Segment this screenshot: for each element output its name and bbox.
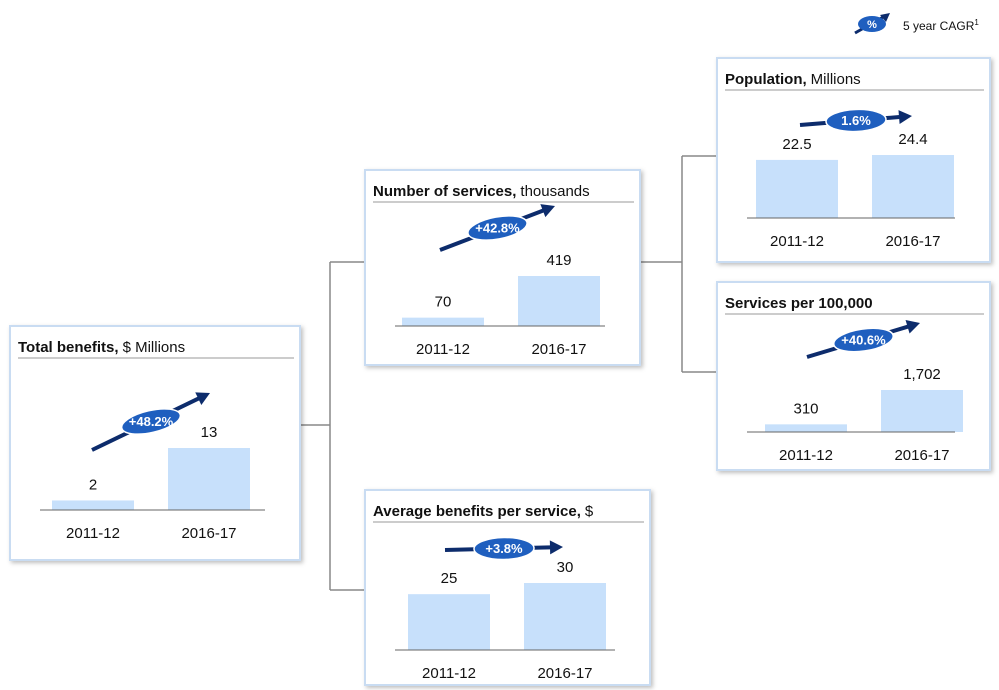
- panel: [716, 281, 991, 471]
- bar: [168, 448, 250, 510]
- category-label: 2016-17: [531, 341, 586, 358]
- category-label: 2016-17: [537, 665, 592, 682]
- bar: [518, 276, 600, 326]
- cagr-arrowhead: [898, 110, 912, 125]
- cagr-arrowhead: [905, 320, 920, 334]
- bar: [872, 155, 954, 218]
- legend-sup: 1: [974, 18, 979, 27]
- panel-title: Population, Millions: [725, 71, 861, 88]
- value-label: 22.5: [782, 136, 811, 153]
- bar: [402, 317, 484, 326]
- title-unit: $ Millions: [123, 339, 186, 356]
- title-unit: $: [585, 503, 594, 520]
- category-label: 2011-12: [416, 341, 470, 358]
- legend-badge: [858, 16, 886, 32]
- bar: [52, 500, 134, 510]
- panel-title: Services per 100,000: [725, 295, 873, 312]
- title-bold: Total benefits,: [18, 339, 119, 356]
- category-label: 2016-17: [885, 233, 940, 250]
- panel-title: Total benefits, $ Millions: [18, 339, 185, 356]
- title-bold: Number of services,: [373, 183, 516, 200]
- cagr-value: 1.6%: [841, 113, 871, 128]
- cagr-badge: [473, 536, 535, 561]
- legend-arrowhead: [880, 13, 890, 22]
- cagr-badge: [467, 215, 528, 241]
- cagr-value: +42.8%: [475, 220, 520, 235]
- value-label: 70: [435, 294, 452, 311]
- panel-title: Average benefits per service, $: [373, 503, 594, 520]
- cagr-badge: [120, 408, 182, 435]
- legend-badge-text: %: [867, 19, 877, 31]
- bar: [756, 159, 838, 218]
- panel: [9, 325, 301, 561]
- value-label: 30: [557, 559, 574, 576]
- title-bold: Services per 100,000: [725, 295, 873, 312]
- value-label: 2: [89, 476, 97, 493]
- bar: [765, 424, 847, 432]
- value-label: 310: [793, 400, 818, 417]
- category-label: 2016-17: [181, 525, 236, 542]
- cagr-arrowhead: [549, 540, 563, 555]
- title-unit: Millions: [811, 71, 861, 88]
- value-label: 25: [441, 570, 458, 587]
- cagr-arrowhead: [540, 204, 555, 218]
- bar: [408, 594, 490, 650]
- cagr-value: +48.2%: [129, 414, 174, 429]
- title-bold: Average benefits per service,: [373, 503, 581, 520]
- title-unit: thousands: [520, 183, 589, 200]
- legend-label: 5 year CAGR1: [903, 18, 979, 33]
- value-label: 13: [201, 424, 218, 441]
- cagr-badge: [825, 108, 887, 133]
- title-bold: Population,: [725, 71, 807, 88]
- category-label: 2011-12: [66, 525, 120, 542]
- value-label: 1,702: [903, 366, 941, 383]
- bar: [881, 390, 963, 432]
- cagr-value: +40.6%: [841, 332, 886, 347]
- value-label: 24.4: [898, 131, 927, 148]
- connectors: [300, 155, 717, 591]
- category-label: 2011-12: [779, 447, 833, 464]
- category-label: 2011-12: [770, 233, 824, 250]
- panel-title: Number of services, thousands: [373, 183, 590, 200]
- bar: [524, 583, 606, 650]
- cagr-arrowhead: [195, 392, 210, 405]
- cagr-badge: [833, 327, 894, 353]
- cagr-value: +3.8%: [485, 541, 523, 556]
- category-label: 2016-17: [894, 447, 949, 464]
- category-label: 2011-12: [422, 665, 476, 682]
- value-label: 419: [546, 252, 571, 269]
- legend: % 5 year CAGR1: [854, 13, 979, 35]
- legend-text: 5 year CAGR: [903, 19, 975, 33]
